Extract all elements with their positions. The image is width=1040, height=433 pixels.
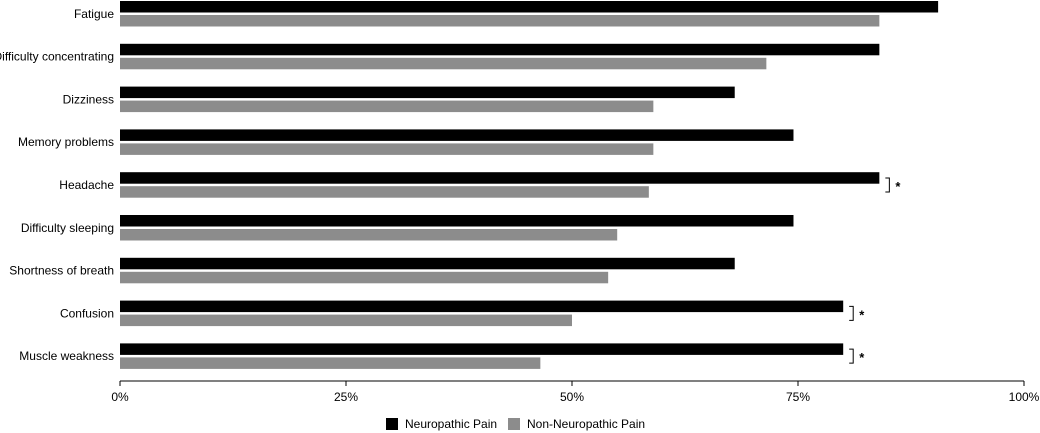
bar-confusion-non-neuropathic — [120, 314, 572, 327]
significance-star-confusion: * — [859, 307, 865, 322]
x-axis-ticks: 0% 25% 50% 75% 100% — [111, 381, 1040, 404]
bar-difficulty-concentrating-neuropathic — [120, 43, 880, 56]
significance-star-muscle-weakness: * — [859, 350, 865, 365]
bar-confusion-neuropathic — [120, 300, 844, 313]
legend-label-non-neuropathic: Non-Neuropathic Pain — [527, 417, 645, 431]
category-label-difficulty-concentrating: Difficulty concentrating — [0, 50, 114, 64]
legend: Neuropathic Pain Non-Neuropathic Pain — [386, 417, 645, 431]
x-tick-label-2: 50% — [560, 390, 584, 404]
category-label-muscle-weakness: Muscle weakness — [19, 349, 114, 363]
bar-headache-neuropathic — [120, 172, 880, 184]
category-label-shortness-of-breath: Shortness of breath — [9, 264, 114, 278]
bars-layer — [120, 1, 939, 369]
significance-star-headache: * — [895, 179, 901, 194]
bar-shortness-of-breath-neuropathic — [120, 257, 735, 270]
category-label-memory-problems: Memory problems — [18, 135, 114, 149]
bar-shortness-of-breath-non-neuropathic — [120, 271, 609, 284]
legend-label-neuropathic: Neuropathic Pain — [405, 417, 497, 431]
x-tick-label-0: 0% — [111, 390, 129, 404]
bar-muscle-weakness-non-neuropathic — [120, 357, 541, 369]
bar-difficulty-sleeping-non-neuropathic — [120, 229, 618, 241]
category-label-fatigue: Fatigue — [74, 7, 114, 21]
bar-difficulty-sleeping-neuropathic — [120, 215, 794, 227]
x-tick-label-3: 75% — [786, 390, 810, 404]
bar-headache-non-neuropathic — [120, 186, 649, 198]
category-label-dizziness: Dizziness — [63, 92, 114, 106]
significance-bracket-headache — [885, 177, 890, 193]
significance-bracket-confusion — [849, 305, 854, 321]
bar-memory-problems-non-neuropathic — [120, 143, 654, 155]
category-labels: Fatigue Difficulty concentrating Dizziness… — [0, 7, 114, 363]
legend-swatch-non-neuropathic — [508, 418, 520, 430]
category-label-headache: Headache — [59, 178, 114, 192]
category-label-confusion: Confusion — [60, 306, 114, 320]
bar-dizziness-non-neuropathic — [120, 100, 654, 113]
bar-dizziness-neuropathic — [120, 86, 735, 99]
bar-memory-problems-neuropathic — [120, 129, 794, 141]
legend-swatch-neuropathic — [386, 418, 398, 430]
bar-muscle-weakness-neuropathic — [120, 343, 844, 355]
bar-difficulty-concentrating-non-neuropathic — [120, 57, 767, 70]
bar-fatigue-non-neuropathic — [120, 15, 880, 27]
x-tick-label-4: 100% — [1009, 390, 1040, 404]
significance-markers: * * * — [849, 177, 901, 365]
category-label-difficulty-sleeping: Difficulty sleeping — [21, 221, 114, 235]
bar-fatigue-neuropathic — [120, 1, 939, 13]
significance-bracket-muscle-weakness — [849, 348, 854, 364]
x-tick-label-1: 25% — [334, 390, 358, 404]
